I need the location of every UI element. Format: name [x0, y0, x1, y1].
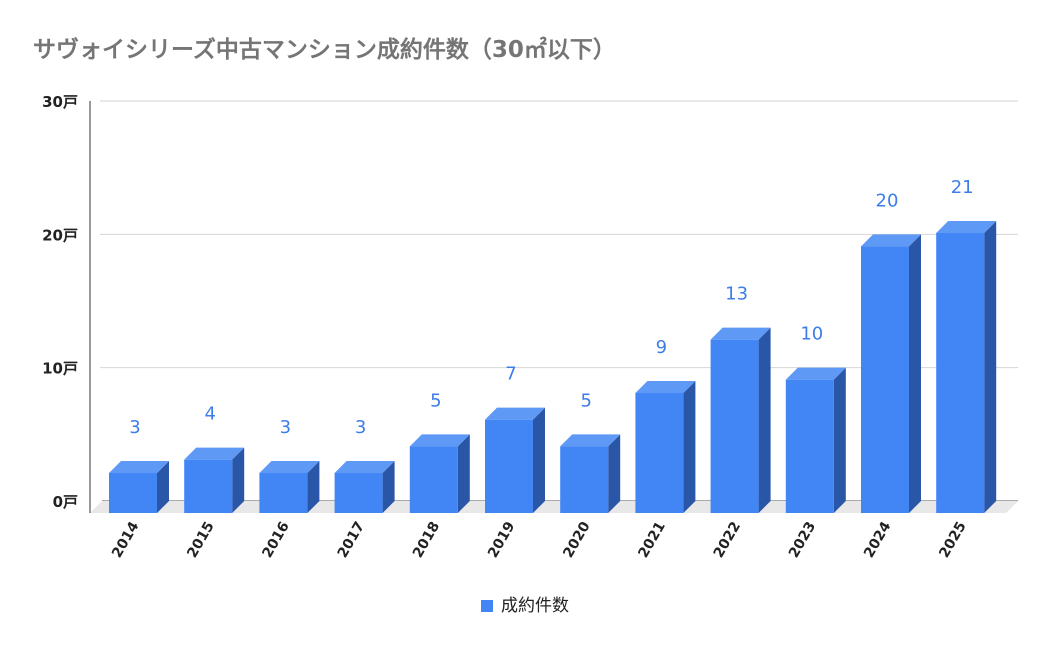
bar	[635, 381, 696, 513]
bar-side	[157, 461, 169, 513]
bar-front	[184, 459, 233, 513]
bar-top	[710, 327, 771, 340]
x-tick-label: 2017	[335, 519, 368, 561]
bar-front	[785, 379, 834, 513]
bar-front	[635, 393, 684, 513]
bar	[560, 434, 621, 513]
y-tick-label: 0戸	[53, 493, 78, 511]
bars	[109, 221, 997, 514]
bar-top	[109, 461, 169, 473]
bar	[485, 407, 545, 513]
bar	[936, 221, 997, 513]
x-tick-label: 2014	[109, 519, 142, 561]
bar-side	[683, 381, 696, 513]
y-tick-label: 10戸	[42, 360, 78, 378]
bar-top	[861, 234, 921, 247]
data-label: 4	[204, 404, 215, 425]
bar-top	[936, 221, 997, 233]
x-tick-label: 2020	[560, 519, 593, 561]
x-tick-label: 2016	[260, 519, 293, 561]
bar-side	[984, 221, 997, 513]
x-tick-label: 2019	[485, 519, 518, 561]
data-label: 7	[505, 364, 516, 385]
data-label: 5	[430, 390, 441, 411]
legend-label: 成約件数	[501, 596, 569, 616]
data-label: 9	[656, 337, 667, 358]
bar-front	[936, 233, 985, 513]
bar	[184, 447, 245, 513]
bar	[409, 434, 470, 513]
bar-top	[184, 447, 245, 460]
x-tick-label: 2022	[711, 519, 744, 561]
data-label: 10	[800, 324, 823, 345]
data-label: 13	[725, 284, 748, 305]
bar-front	[409, 446, 458, 513]
bar-top	[259, 461, 320, 473]
x-tick-label: 2025	[936, 519, 969, 561]
bar	[259, 461, 320, 513]
bar-top	[560, 434, 621, 447]
bar-front	[485, 419, 533, 513]
data-label: 5	[580, 390, 591, 411]
data-label: 21	[951, 177, 974, 198]
data-label: 3	[355, 417, 366, 438]
legend-swatch	[481, 600, 493, 612]
bar-side	[833, 367, 846, 513]
data-label: 3	[280, 417, 291, 438]
bar-top	[409, 434, 470, 447]
data-labels: 3 4 3 3 5 7 5 9 13 10 20 21	[129, 177, 973, 438]
bar-front	[334, 473, 383, 513]
bar-top	[334, 461, 395, 473]
bar-side	[608, 434, 621, 513]
y-tick-label: 20戸	[42, 226, 78, 244]
y-tick-label: 30戸	[42, 93, 78, 111]
x-tick-label: 2023	[786, 519, 819, 561]
bar	[861, 234, 921, 514]
bar-side	[382, 461, 395, 513]
bar	[109, 461, 169, 513]
bar	[710, 327, 771, 513]
bar-front	[560, 446, 609, 513]
bar-top	[635, 381, 696, 393]
bar-top	[785, 367, 846, 380]
bar-side	[909, 234, 921, 514]
x-tick-labels: 2014 2015 2016 2017 2018 2019 2020 2021 2022 2023…	[109, 519, 970, 561]
x-tick-label: 2024	[861, 519, 894, 561]
bar-side	[457, 434, 470, 513]
legend: 成約件数	[0, 591, 1050, 616]
data-label: 20	[876, 190, 899, 211]
bar-side	[232, 447, 245, 513]
x-tick-label: 2018	[410, 519, 443, 561]
x-tick-label: 2015	[184, 519, 217, 561]
bar-top	[485, 407, 545, 420]
y-tick-labels: 0戸 10戸 20戸 30戸	[42, 93, 78, 511]
bar-side	[307, 461, 320, 513]
data-label: 3	[129, 417, 140, 438]
bar-side	[758, 327, 771, 513]
bar-front	[861, 246, 909, 514]
x-tick-label: 2021	[636, 519, 669, 561]
bar	[785, 367, 846, 513]
bar-front	[109, 473, 157, 513]
bar-front	[710, 339, 759, 513]
bar	[334, 461, 395, 513]
chart-title: サヴォイシリーズ中古マンション成約件数（30㎡以下）	[33, 37, 616, 63]
bar-side	[533, 407, 545, 513]
bar-front	[259, 473, 308, 513]
